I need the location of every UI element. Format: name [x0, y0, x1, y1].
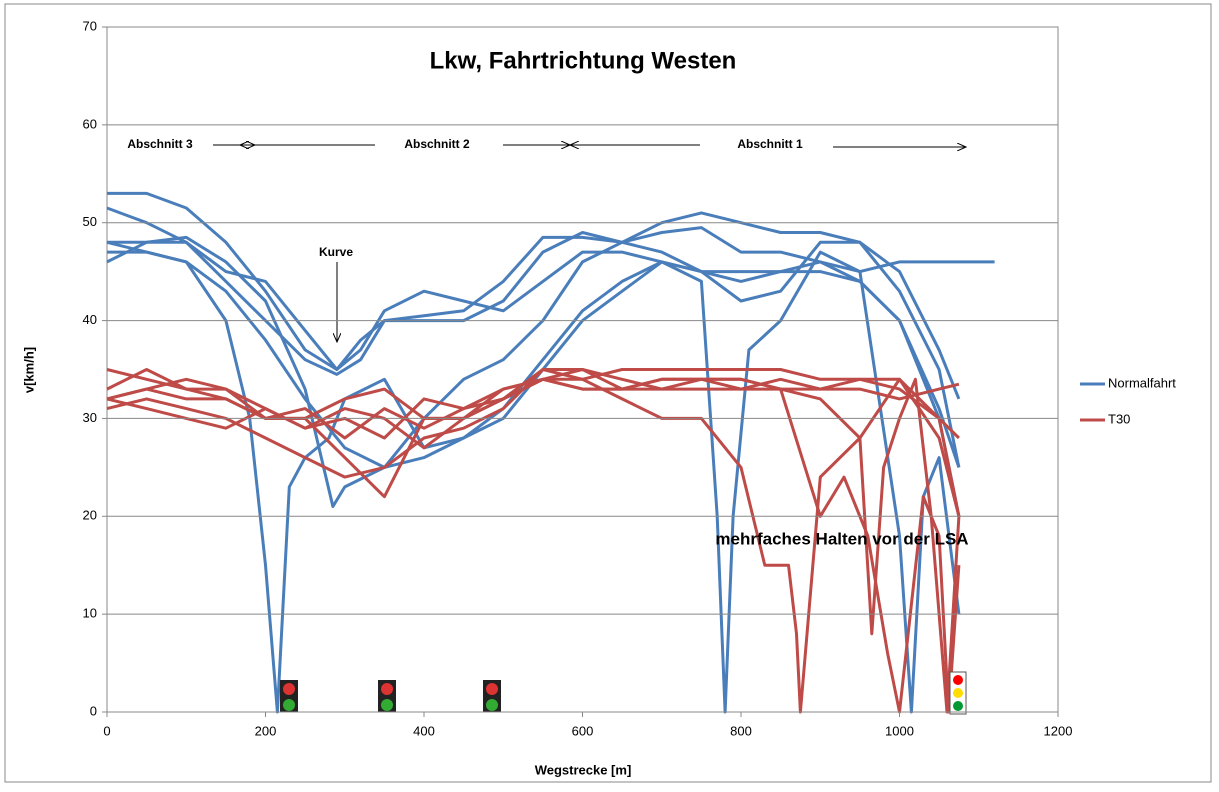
y-axis-label: v[km/h] [21, 347, 36, 393]
x-tick-label: 600 [572, 723, 594, 738]
y-tick-label: 60 [83, 116, 97, 131]
section-bg [108, 133, 218, 157]
legend-label: Normalfahrt [1108, 375, 1176, 390]
y-tick-label: 10 [83, 606, 97, 621]
y-tick-label: 40 [83, 312, 97, 327]
x-tick-label: 1200 [1044, 723, 1073, 738]
y-tick-label: 0 [90, 703, 97, 718]
annotation: Kurve [319, 245, 353, 259]
annotation: mehrfaches Halten vor der LSA [715, 529, 968, 548]
series-line [106, 368, 961, 714]
y-tick-label: 30 [83, 410, 97, 425]
legend-label: T30 [1108, 411, 1130, 426]
x-tick-label: 1000 [885, 723, 914, 738]
x-tick-label: 400 [413, 723, 435, 738]
x-axis-label: Wegstrecke [m] [535, 762, 632, 777]
series-line [106, 206, 961, 400]
series-line [106, 235, 961, 714]
series-line [107, 191, 961, 468]
x-tick-label: 200 [255, 723, 277, 738]
section-arrows [213, 145, 966, 342]
y-tick-label: 70 [83, 18, 97, 33]
x-tick-label: 0 [103, 723, 110, 738]
section-label: Abschnitt 2 [404, 137, 470, 151]
chart-title: Lkw, Fahrtrichtung Westen [430, 47, 737, 74]
section-label: Abschnitt 3 [127, 137, 193, 151]
x-tick-label: 800 [730, 723, 752, 738]
y-tick-label: 50 [83, 214, 97, 229]
traffic-lights [280, 671, 967, 715]
section-label: Abschnitt 1 [737, 137, 803, 151]
y-tick-label: 20 [83, 508, 97, 523]
